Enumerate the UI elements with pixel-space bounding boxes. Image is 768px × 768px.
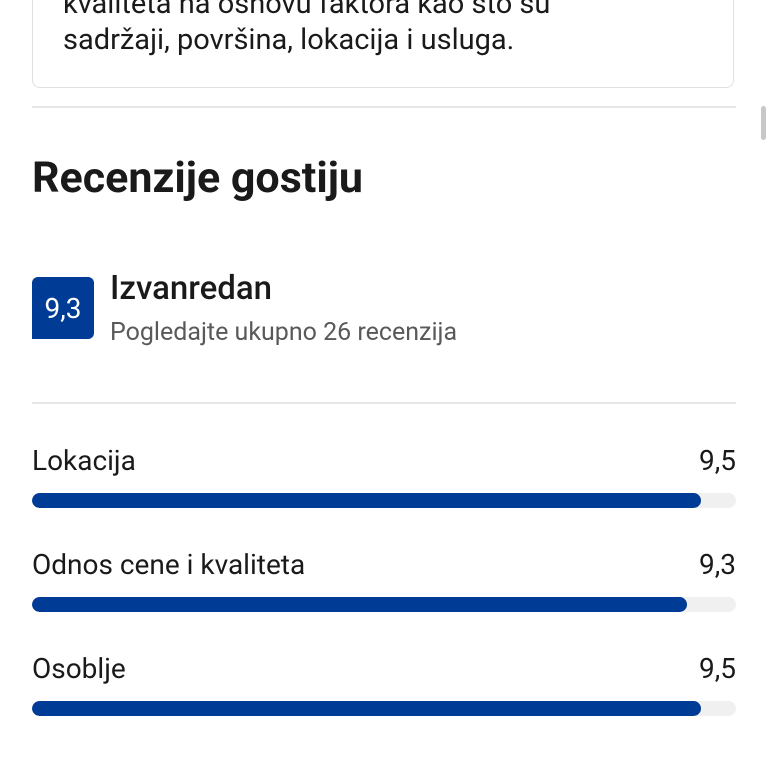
category-score: 9,5 bbox=[699, 652, 736, 685]
score-bar bbox=[32, 701, 701, 716]
score-badge: 9,3 bbox=[32, 277, 94, 339]
score-track bbox=[32, 597, 736, 612]
category-label: Lokacija bbox=[32, 444, 136, 477]
section-title: Recenzije gostiju bbox=[32, 153, 363, 203]
score-track bbox=[32, 701, 736, 716]
description-text: sadržaji, površina, lokacija i usluga. bbox=[63, 23, 515, 57]
description-card bbox=[32, 0, 734, 88]
category-label: Osoblje bbox=[32, 652, 126, 685]
category-score: 9,3 bbox=[699, 548, 736, 581]
reviews-link[interactable]: Pogledajte ukupno 26 recenzija bbox=[110, 318, 458, 347]
category-label: Odnos cene i kvaliteta bbox=[32, 548, 306, 581]
scrollbar bbox=[761, 106, 766, 140]
score-track bbox=[32, 493, 736, 508]
divider bbox=[32, 106, 736, 108]
score-bar bbox=[32, 493, 701, 508]
description-text: kvaliteta na osnovu faktora kao što su bbox=[63, 0, 551, 21]
rating-word: Izvanredan bbox=[110, 269, 273, 308]
category-score: 9,5 bbox=[699, 444, 736, 477]
score-bar bbox=[32, 597, 687, 612]
divider bbox=[32, 402, 736, 404]
